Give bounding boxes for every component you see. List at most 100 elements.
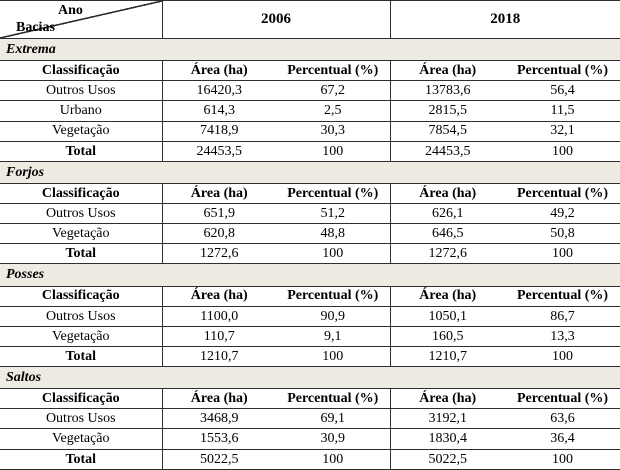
column-header-row: Classificação Área (ha) Percentual (%) Área… <box>0 388 620 410</box>
area-value-cell: 24453,5 <box>390 141 505 162</box>
row-label-cell: Outros Usos <box>0 306 163 327</box>
area-value-cell: 614,3 <box>162 100 276 122</box>
table-row: Total 5022,5 100 5022,5 100 <box>0 449 620 470</box>
area-value-cell: 1272,6 <box>162 243 276 265</box>
section-title: Saltos <box>0 366 620 390</box>
percent-value-cell: 51,2 <box>276 203 391 225</box>
column-header-row: Classificação Área (ha) Percentual (%) Área… <box>0 60 620 82</box>
percent-value-cell: 48,8 <box>276 223 391 245</box>
area-header-cell: Área (ha) <box>162 60 276 82</box>
area-value-cell: 1210,7 <box>162 346 276 368</box>
row-label-cell: Outros Usos <box>0 203 163 225</box>
area-header-cell: Área (ha) <box>390 60 505 82</box>
percent-header-cell: Percentual (%) <box>276 183 391 205</box>
percent-value-cell: 49,2 <box>505 203 620 225</box>
percent-value-cell: 100 <box>276 243 391 265</box>
column-header-row: Classificação Área (ha) Percentual (%) Área… <box>0 183 620 205</box>
section-band-row: Saltos <box>0 366 620 390</box>
percent-value-cell: 100 <box>505 449 620 470</box>
section-band-row: Forjos <box>0 161 620 184</box>
percent-value-cell: 2,5 <box>276 100 391 122</box>
percent-value-cell: 100 <box>505 141 620 162</box>
area-header-cell: Área (ha) <box>390 286 505 307</box>
row-label-cell: Total <box>0 346 163 368</box>
year-header-row: Ano Bacias 2006 2018 <box>0 0 620 39</box>
percent-header-cell: Percentual (%) <box>276 388 391 410</box>
area-value-cell: 7854,5 <box>390 121 505 142</box>
area-value-cell: 1830,4 <box>390 428 505 450</box>
area-value-cell: 24453,5 <box>162 141 276 162</box>
area-value-cell: 620,8 <box>162 223 276 245</box>
area-value-cell: 1553,6 <box>162 428 276 450</box>
classification-header-cell: Classificação <box>0 286 163 307</box>
percent-header-cell: Percentual (%) <box>276 286 391 307</box>
area-header-cell: Área (ha) <box>162 286 276 307</box>
table-row: Vegetação 7418,9 30,3 7854,5 32,1 <box>0 121 620 142</box>
percent-value-cell: 30,9 <box>276 428 391 450</box>
percent-value-cell: 36,4 <box>505 428 620 450</box>
percent-value-cell: 100 <box>276 141 391 162</box>
row-label-cell: Vegetação <box>0 121 163 142</box>
classification-header-cell: Classificação <box>0 60 163 82</box>
table-row: Vegetação 110,7 9,1 160,5 13,3 <box>0 326 620 347</box>
row-label-cell: Vegetação <box>0 428 163 450</box>
percent-value-cell: 100 <box>276 449 391 470</box>
diagonal-divider <box>0 1 161 38</box>
table-row: Vegetação 620,8 48,8 646,5 50,8 <box>0 223 620 245</box>
year-2018-header: 2018 <box>390 0 620 39</box>
corner-cell: Ano Bacias <box>0 0 163 39</box>
area-value-cell: 5022,5 <box>162 449 276 470</box>
table-row: Vegetação 1553,6 30,9 1830,4 36,4 <box>0 428 620 450</box>
row-label-cell: Vegetação <box>0 223 163 245</box>
area-value-cell: 646,5 <box>390 223 505 245</box>
row-label-cell: Vegetação <box>0 326 163 347</box>
area-value-cell: 16420,3 <box>162 80 276 102</box>
row-label-cell: Total <box>0 449 163 470</box>
table-row: Total 1210,7 100 1210,7 100 <box>0 346 620 368</box>
area-value-cell: 1100,0 <box>162 306 276 327</box>
area-value-cell: 1272,6 <box>390 243 505 265</box>
area-value-cell: 110,7 <box>162 326 276 347</box>
percent-value-cell: 50,8 <box>505 223 620 245</box>
corner-ano-label: Ano <box>58 3 83 18</box>
percent-value-cell: 11,5 <box>505 100 620 122</box>
percent-value-cell: 30,3 <box>276 121 391 142</box>
classification-header-cell: Classificação <box>0 388 163 410</box>
area-value-cell: 651,9 <box>162 203 276 225</box>
percent-value-cell: 100 <box>505 243 620 265</box>
area-header-cell: Área (ha) <box>162 183 276 205</box>
area-value-cell: 626,1 <box>390 203 505 225</box>
row-label-cell: Outros Usos <box>0 80 163 102</box>
percent-value-cell: 100 <box>276 346 391 368</box>
percent-value-cell: 56,4 <box>505 80 620 102</box>
row-label-cell: Urbano <box>0 100 163 122</box>
percent-value-cell: 90,9 <box>276 306 391 327</box>
area-header-cell: Área (ha) <box>390 183 505 205</box>
table-row: Urbano 614,3 2,5 2815,5 11,5 <box>0 100 620 122</box>
percent-value-cell: 63,6 <box>505 408 620 430</box>
percent-value-cell: 67,2 <box>276 80 391 102</box>
area-value-cell: 2815,5 <box>390 100 505 122</box>
percent-header-cell: Percentual (%) <box>276 60 391 82</box>
area-value-cell: 13783,6 <box>390 80 505 102</box>
percent-header-cell: Percentual (%) <box>505 286 620 307</box>
section-band-row: Extrema <box>0 38 620 62</box>
table-row: Outros Usos 3468,9 69,1 3192,1 63,6 <box>0 408 620 430</box>
table-row: Outros Usos 16420,3 67,2 13783,6 56,4 <box>0 80 620 102</box>
percent-value-cell: 13,3 <box>505 326 620 347</box>
percent-value-cell: 9,1 <box>276 326 391 347</box>
section-title: Forjos <box>0 161 620 184</box>
percent-header-cell: Percentual (%) <box>505 388 620 410</box>
table-row: Total 1272,6 100 1272,6 100 <box>0 243 620 265</box>
percent-header-cell: Percentual (%) <box>505 183 620 205</box>
row-label-cell: Outros Usos <box>0 408 163 430</box>
area-value-cell: 7418,9 <box>162 121 276 142</box>
percent-value-cell: 69,1 <box>276 408 391 430</box>
table-row: Total 24453,5 100 24453,5 100 <box>0 141 620 162</box>
table-row: Outros Usos 1100,0 90,9 1050,1 86,7 <box>0 306 620 327</box>
table-body: Extrema Classificação Área (ha) Percentual … <box>0 38 620 470</box>
percent-header-cell: Percentual (%) <box>505 60 620 82</box>
percent-value-cell: 100 <box>505 346 620 368</box>
table-row: Outros Usos 651,9 51,2 626,1 49,2 <box>0 203 620 225</box>
